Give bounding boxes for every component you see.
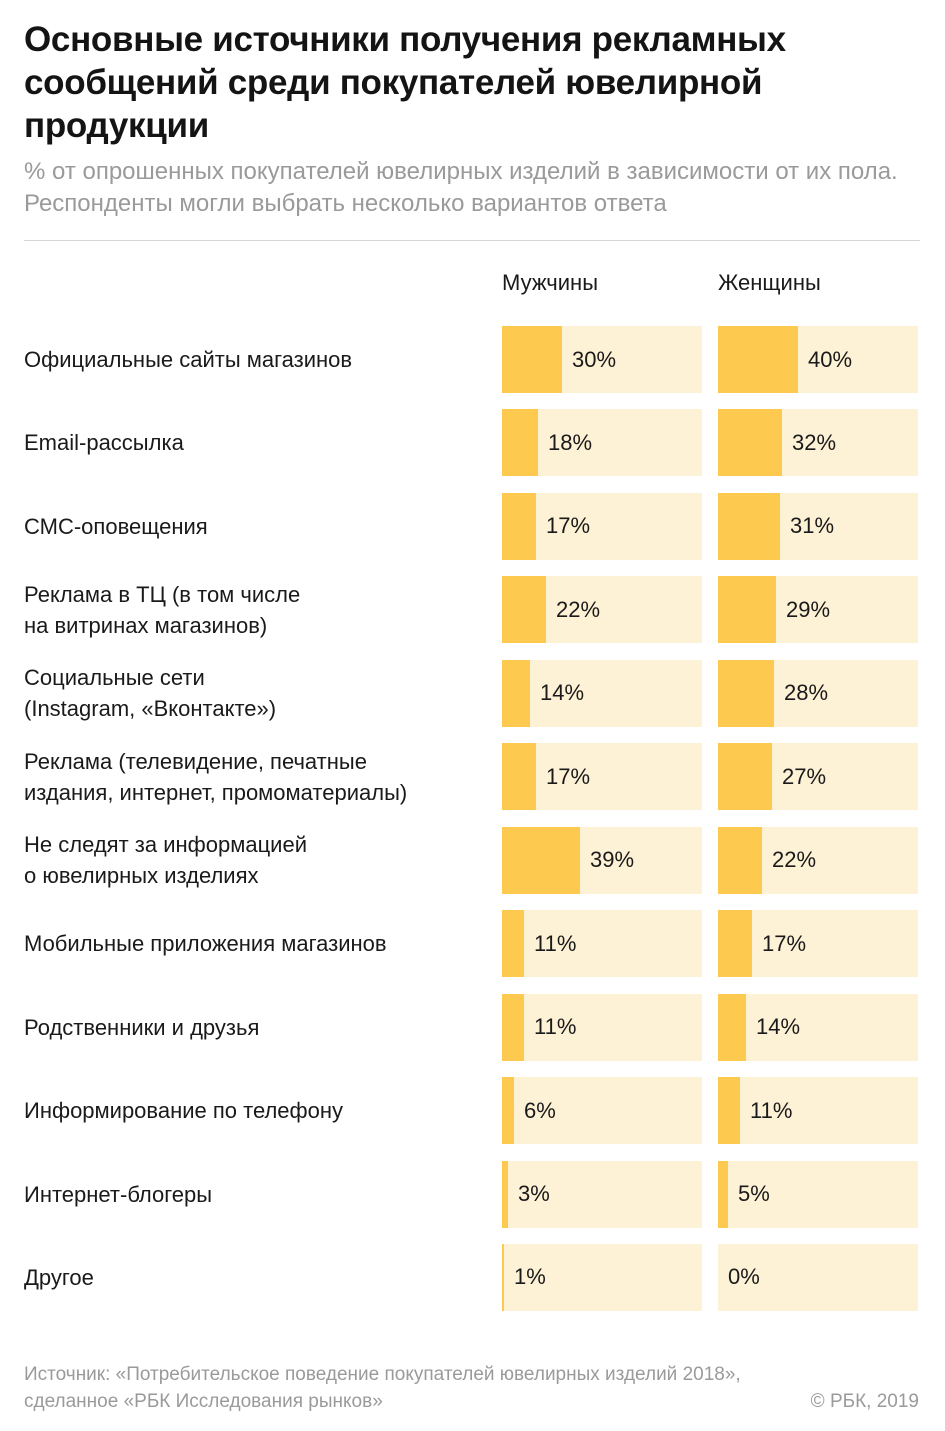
category-label: Мобильные приложения магазинов bbox=[24, 931, 387, 957]
data-label: 3% bbox=[518, 1181, 550, 1206]
bar-track: 17% bbox=[718, 910, 918, 978]
data-label: 17% bbox=[762, 930, 807, 956]
bar-track: 39% bbox=[502, 826, 702, 894]
bar-track: 27% bbox=[718, 743, 918, 811]
bar-track: 3% bbox=[502, 1160, 702, 1228]
category-label: Официальные сайты магазинов bbox=[24, 347, 353, 372]
data-label: 0% bbox=[728, 1264, 760, 1290]
data-label: 30% bbox=[572, 346, 617, 372]
bar-track: 22% bbox=[718, 826, 918, 894]
category-label: Другое bbox=[24, 1264, 94, 1290]
bar-track: 28% bbox=[718, 659, 918, 727]
bar bbox=[502, 910, 524, 978]
bar-track: 32% bbox=[718, 409, 918, 477]
data-label: 11% bbox=[750, 1097, 793, 1123]
data-label: 18% bbox=[548, 429, 593, 455]
data-label: 29% bbox=[786, 596, 831, 622]
category-label: Реклама (телевидение, печатные издания, … bbox=[24, 748, 408, 805]
bar bbox=[502, 1160, 508, 1228]
bar bbox=[502, 326, 562, 393]
data-label: 28% bbox=[784, 680, 829, 706]
bar-track: 31% bbox=[718, 492, 918, 560]
data-label: 17% bbox=[546, 513, 591, 539]
bar-track: 17% bbox=[502, 743, 702, 811]
header-divider bbox=[24, 240, 920, 241]
data-label: 11% bbox=[534, 1014, 577, 1040]
data-label: 1% bbox=[514, 1264, 546, 1290]
bar-track: 1% bbox=[502, 1243, 702, 1311]
bar bbox=[718, 409, 782, 477]
category-label: Email-рассылка bbox=[24, 430, 184, 456]
bar bbox=[502, 993, 524, 1061]
bar-track: 5% bbox=[718, 1160, 918, 1228]
data-label: 11% bbox=[534, 930, 577, 956]
category-label: Реклама в ТЦ (в том числе на витринах ма… bbox=[24, 581, 301, 638]
category-label: СМС-оповещения bbox=[24, 513, 208, 539]
bar bbox=[718, 492, 780, 560]
category-label: Родственники и друзья bbox=[24, 1014, 260, 1040]
data-label: 22% bbox=[556, 596, 601, 622]
legend-men: Мужчины bbox=[502, 270, 599, 295]
data-label: 14% bbox=[540, 680, 585, 706]
data-label: 5% bbox=[738, 1181, 770, 1206]
data-label: 27% bbox=[782, 763, 827, 789]
chart-subtitle: % от опрошенных покупателей ювелирных из… bbox=[24, 158, 898, 217]
data-label: 14% bbox=[756, 1014, 801, 1040]
bar bbox=[502, 743, 536, 811]
bar bbox=[718, 993, 746, 1061]
source-note: Источник: «Потребительское поведение пок… bbox=[24, 1364, 741, 1412]
data-label: 39% bbox=[590, 847, 635, 873]
bar bbox=[718, 659, 774, 727]
bar bbox=[718, 1077, 740, 1145]
bar bbox=[718, 743, 772, 811]
bar bbox=[502, 409, 538, 477]
data-label: 6% bbox=[524, 1097, 556, 1123]
bar-track: 0% bbox=[718, 1243, 918, 1311]
data-label: 31% bbox=[790, 513, 835, 539]
bar bbox=[718, 326, 798, 393]
bar-track: 22% bbox=[502, 576, 702, 644]
chart-title: Основные источники получения рекламных с… bbox=[24, 20, 786, 145]
bar-track: 11% bbox=[502, 910, 702, 978]
bar-track: 14% bbox=[502, 659, 702, 727]
bar bbox=[502, 492, 536, 560]
copyright: © РБК, 2019 bbox=[810, 1391, 919, 1412]
bar-track: 6% bbox=[502, 1077, 702, 1145]
bar-track: 18% bbox=[502, 409, 702, 477]
bar-track: 11% bbox=[718, 1077, 918, 1145]
bar-track: 30% bbox=[502, 326, 702, 393]
bar bbox=[718, 1160, 728, 1228]
bar bbox=[502, 576, 546, 644]
data-label: 17% bbox=[546, 763, 591, 789]
category-label: Социальные сети (Instagram, «Вконтакте») bbox=[24, 665, 277, 722]
bar bbox=[502, 659, 530, 727]
bar bbox=[502, 1243, 504, 1311]
data-label: 32% bbox=[792, 429, 837, 455]
bar-track: 29% bbox=[718, 576, 918, 644]
data-label: 40% bbox=[808, 346, 853, 372]
bar-track: 11% bbox=[502, 993, 702, 1061]
bar bbox=[502, 1077, 514, 1145]
bar bbox=[718, 910, 752, 978]
category-label: Информирование по телефону bbox=[24, 1098, 344, 1124]
bar-track: 14% bbox=[718, 993, 918, 1061]
bar bbox=[718, 576, 776, 644]
bar-track: 17% bbox=[502, 492, 702, 560]
category-label: Не следят за информацией о ювелирных изд… bbox=[24, 832, 307, 889]
bar bbox=[718, 826, 762, 894]
data-label: 22% bbox=[772, 847, 817, 873]
bar bbox=[502, 826, 580, 894]
category-label: Интернет-блогеры bbox=[24, 1181, 213, 1207]
bar-track: 40% bbox=[718, 326, 918, 393]
legend-women: Женщины bbox=[718, 270, 821, 295]
